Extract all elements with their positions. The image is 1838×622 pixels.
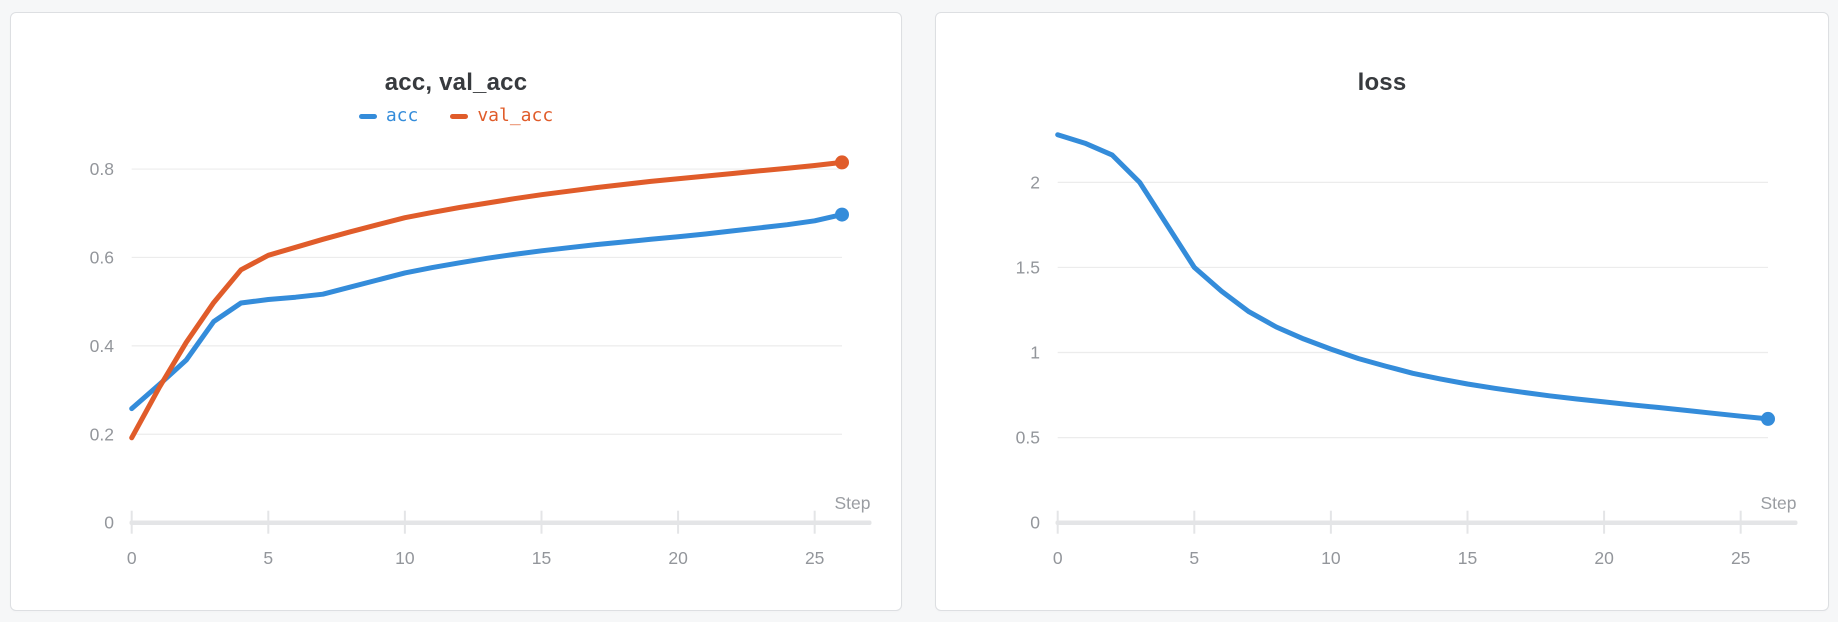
legend-label-acc: acc: [385, 105, 419, 126]
y-tick-labels: 0 0.2 0.4 0.6 0.8: [90, 159, 115, 533]
chart-title-acc-val-acc: acc, val_acc: [384, 69, 528, 96]
x-tick-label: 5: [1189, 548, 1199, 568]
legend-label-val-acc: val_acc: [477, 105, 554, 126]
x-tick-label: 15: [1458, 548, 1477, 568]
acc-val-acc-plot[interactable]: 0 5 10 15 20 25 0 0.2 0.4 0.6 0.8 Step: [11, 13, 901, 610]
x-tick-label: 25: [805, 548, 824, 568]
x-axis-line: [1055, 520, 1798, 525]
loss-plot[interactable]: 0 5 10 15 20 25 0 0.5 1 1.5 2 Step: [936, 13, 1828, 610]
y-tick-label: 2: [1030, 172, 1040, 192]
x-axis-line: [129, 520, 872, 525]
x-ticks: [1056, 510, 1742, 534]
legend-item-val-acc[interactable]: val_acc: [450, 105, 553, 127]
end-dot-loss: [1761, 411, 1775, 426]
legend-swatch-acc-icon: [358, 113, 377, 119]
y-gridlines: [131, 168, 842, 435]
x-axis-label: Step: [835, 493, 871, 513]
chart-title-loss: loss: [1357, 69, 1407, 96]
panel-loss[interactable]: 0 5 10 15 20 25 0 0.5 1 1.5 2 Step loss: [935, 12, 1829, 611]
series-line-loss: [1055, 132, 1771, 422]
legend-item-acc[interactable]: acc: [358, 105, 419, 127]
end-dot-acc: [835, 207, 849, 222]
x-tick-label: 25: [1731, 548, 1750, 568]
series-line-acc: [129, 212, 845, 412]
y-tick-label: 1: [1030, 343, 1040, 363]
x-axis-label: Step: [1761, 493, 1797, 513]
x-tick-label: 10: [1321, 548, 1341, 568]
y-tick-label: 1.5: [1016, 257, 1040, 277]
x-tick-label: 0: [127, 548, 137, 568]
x-tick-label: 15: [532, 548, 551, 568]
panel-acc-val-acc[interactable]: 0 5 10 15 20 25 0 0.2 0.4 0.6 0.8 Step acc, val_acc…: [10, 12, 902, 611]
x-tick-label: 20: [1594, 548, 1614, 568]
chart-legend: acc val_acc: [11, 105, 901, 127]
y-tick-label: 0.4: [90, 336, 115, 356]
x-tick-label: 20: [668, 548, 688, 568]
end-dot-val_acc: [835, 155, 849, 170]
y-tick-label: 0.2: [90, 424, 114, 444]
legend-swatch-val-acc-icon: [450, 113, 469, 119]
y-tick-label: 0.6: [90, 247, 114, 267]
y-tick-label: 0.5: [1016, 428, 1040, 448]
series-line-val_acc: [129, 159, 845, 441]
y-tick-label: 0: [104, 513, 114, 533]
x-tick-label: 10: [395, 548, 415, 568]
y-tick-labels: 0 0.5 1 1.5 2: [1016, 172, 1041, 532]
y-tick-label: 0.8: [90, 159, 114, 179]
x-tick-labels: 0 5 10 15 20 25: [127, 548, 825, 568]
x-tick-label: 5: [263, 548, 273, 568]
y-gridlines: [1057, 181, 1768, 439]
x-ticks: [130, 510, 816, 534]
y-tick-label: 0: [1030, 513, 1040, 533]
x-tick-labels: 0 5 10 15 20 25: [1053, 548, 1751, 568]
x-tick-label: 0: [1053, 548, 1063, 568]
